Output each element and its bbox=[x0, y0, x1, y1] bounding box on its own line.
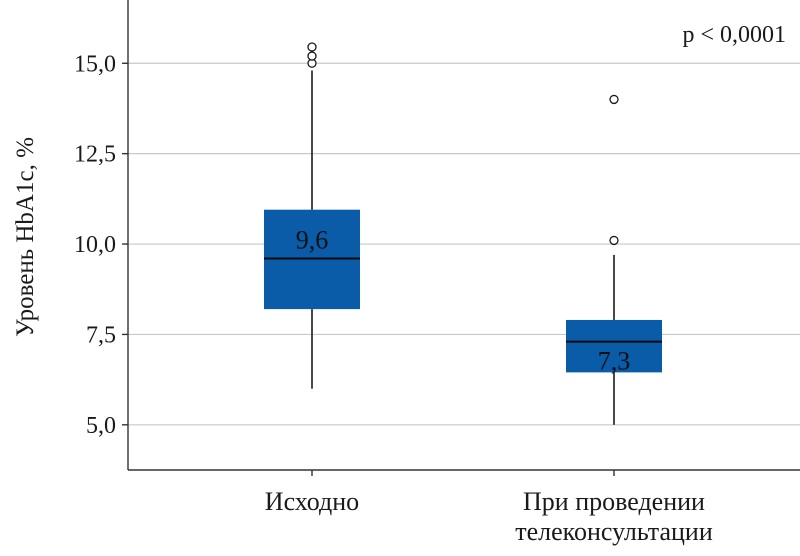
y-tick-label: 15,0 bbox=[74, 51, 116, 77]
x-category-label: телеконсультации bbox=[515, 517, 713, 546]
gridlines bbox=[128, 62, 800, 426]
p-value-annotation: p < 0,0001 bbox=[682, 22, 786, 48]
x-category-label: При проведении bbox=[523, 487, 705, 516]
outlier-point bbox=[609, 94, 619, 105]
y-tick-label: 5,0 bbox=[86, 413, 116, 439]
boxes bbox=[264, 42, 662, 425]
y-tick-label: 7,5 bbox=[86, 322, 116, 348]
y-axis-label: Уровень HbA1c, % bbox=[12, 137, 39, 337]
x-category-label: Исходно bbox=[265, 487, 359, 516]
y-tick-label: 10,0 bbox=[74, 232, 116, 258]
outlier-point bbox=[307, 42, 317, 52]
outlier-point bbox=[307, 51, 317, 61]
box bbox=[566, 319, 662, 373]
labels: 5,0 7,5 10,0 12,5 15,0 9,6 Исходно 7,3 При прове… bbox=[74, 51, 713, 546]
median-label: 7,3 bbox=[598, 347, 631, 376]
axes bbox=[122, 0, 800, 476]
y-tick-label: 12,5 bbox=[74, 142, 116, 168]
median-label: 9,6 bbox=[296, 226, 329, 255]
outlier-point bbox=[609, 235, 619, 246]
